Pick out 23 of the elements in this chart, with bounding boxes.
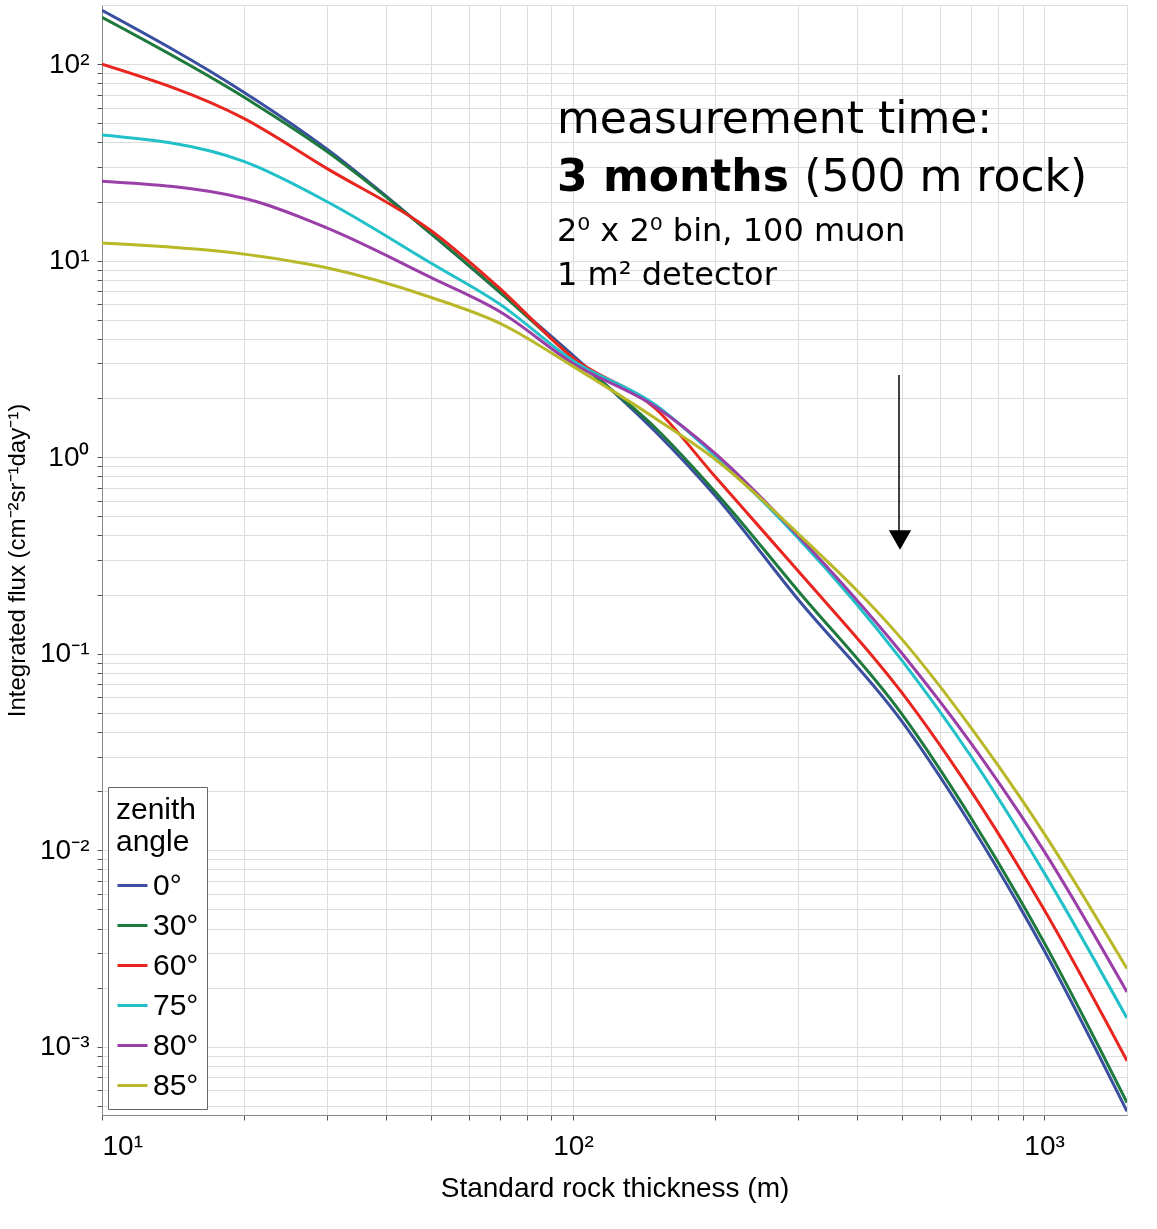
legend-label: 85° — [153, 1067, 199, 1101]
x-tick-label: 10² — [553, 1129, 594, 1161]
y-axis-title: Integrated flux (cm⁻²sr⁻¹day⁻¹) — [3, 403, 31, 718]
x-tick-label: 10³ — [1024, 1129, 1065, 1161]
legend-label: 30° — [153, 907, 199, 941]
y-tick-label: 10² — [49, 47, 90, 79]
x-tick-label: 10¹ — [102, 1129, 143, 1161]
annotation: measurement time: — [557, 92, 993, 143]
legend-title: zenith angle — [116, 792, 197, 857]
annotation: (500 m rock) — [804, 150, 1088, 201]
legend-label: 80° — [153, 1027, 199, 1061]
y-tick-label: 10⁻¹ — [40, 637, 90, 669]
y-tick-label: 10¹ — [49, 244, 90, 276]
annotation: 1 m² detector — [557, 255, 778, 293]
y-tick-label: 10⁻³ — [40, 1030, 90, 1062]
y-tick-label: 10⁻² — [40, 833, 90, 865]
y-tick-label: 10⁰ — [48, 440, 90, 472]
x-axis-title: Standard rock thickness (m) — [440, 1171, 790, 1203]
annotation: 2⁰ x 2⁰ bin, 100 muon — [557, 211, 906, 249]
legend-label: 0° — [153, 867, 182, 901]
annotation: 3 months — [557, 150, 789, 201]
legend-label: 75° — [153, 987, 199, 1021]
legend-label: 60° — [153, 947, 199, 981]
